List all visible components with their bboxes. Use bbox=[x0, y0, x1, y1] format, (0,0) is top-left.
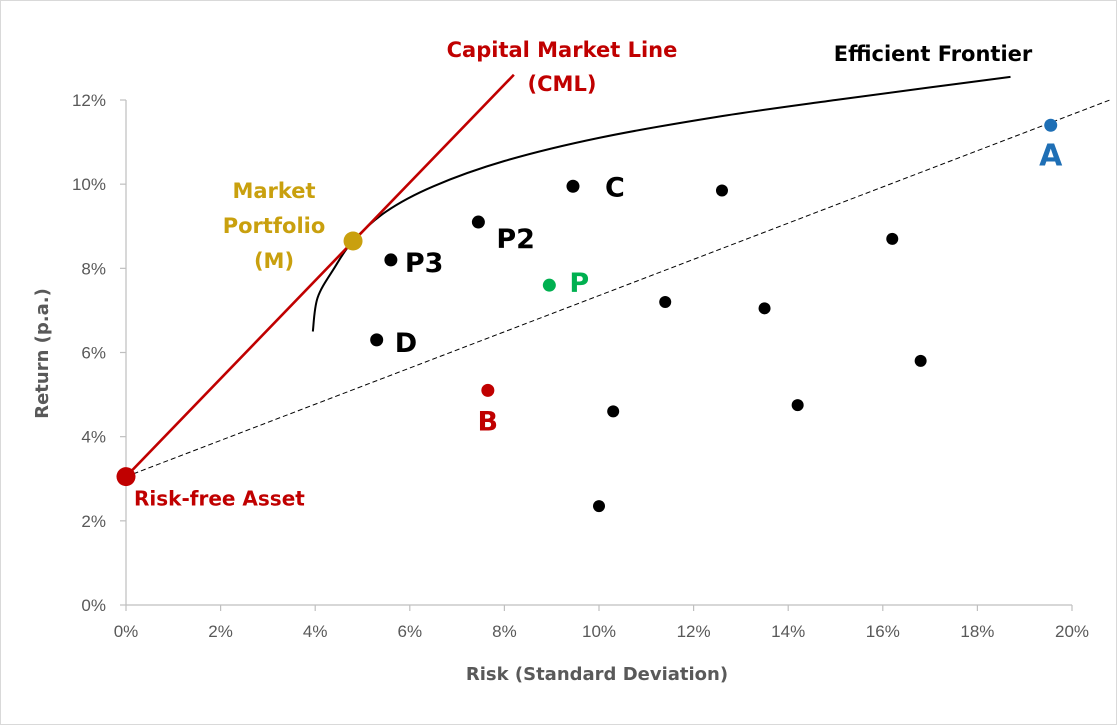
cml-label: (CML) bbox=[528, 72, 597, 96]
y-tick-label: 4% bbox=[81, 428, 106, 447]
market-portfolio-label: (M) bbox=[254, 249, 294, 273]
y-axis-title: Return (p.a.) bbox=[32, 288, 53, 419]
chart-lines bbox=[125, 73, 1111, 478]
x-tick-label: 12% bbox=[677, 622, 711, 641]
data-point bbox=[593, 500, 605, 513]
market-portfolio-label: Portfolio bbox=[223, 214, 326, 238]
x-tick-label: 16% bbox=[866, 622, 900, 641]
risk-free-asset-label: Risk-free Asset bbox=[134, 487, 305, 511]
efficient-frontier-line bbox=[311, 75, 1011, 332]
y-tick-label: 6% bbox=[81, 344, 106, 363]
dashed-line bbox=[125, 99, 1111, 478]
market-portfolio-label: Market bbox=[232, 179, 315, 203]
x-tick-label: 2% bbox=[208, 622, 233, 641]
x-tick-label: 8% bbox=[492, 622, 517, 641]
cml-label: Capital Market Line bbox=[447, 38, 678, 62]
point-a bbox=[1044, 118, 1058, 132]
label-p3: P3 bbox=[405, 248, 444, 279]
x-axis-title: Risk (Standard Deviation) bbox=[466, 664, 728, 685]
point-p2 bbox=[471, 215, 485, 229]
x-tick-label: 20% bbox=[1055, 622, 1089, 641]
label-p2: P2 bbox=[496, 224, 535, 255]
label-c: C bbox=[605, 172, 625, 203]
label-b: B bbox=[478, 406, 499, 437]
y-tick-label: 2% bbox=[81, 512, 106, 531]
data-point bbox=[886, 232, 899, 245]
data-point bbox=[659, 296, 672, 308]
chart-labels: C P2 P3 D P B A Risk-free Asset Market Portfolio (… bbox=[134, 38, 1063, 511]
point-d bbox=[370, 333, 384, 347]
cml-line bbox=[125, 73, 515, 478]
efficient-frontier-label: Efficient Frontier bbox=[834, 42, 1033, 66]
market-portfolio-point bbox=[343, 231, 363, 251]
point-c bbox=[566, 179, 580, 193]
point-b bbox=[481, 383, 495, 397]
x-tick-label: 0% bbox=[114, 622, 139, 641]
x-tick-label: 14% bbox=[771, 622, 805, 641]
y-tick-label: 0% bbox=[81, 596, 106, 615]
data-point bbox=[791, 399, 804, 412]
x-tick-label: 10% bbox=[582, 622, 616, 641]
x-tick-label: 18% bbox=[960, 622, 994, 641]
x-tick-label: 4% bbox=[303, 622, 328, 641]
point-p bbox=[542, 278, 556, 292]
label-a: A bbox=[1039, 138, 1063, 173]
data-point bbox=[607, 405, 620, 418]
data-point bbox=[758, 302, 771, 315]
y-tick-label: 8% bbox=[81, 259, 106, 278]
data-point bbox=[715, 184, 728, 197]
x-tick-label: 6% bbox=[398, 622, 423, 641]
data-point bbox=[914, 354, 927, 367]
axes: 0% 2% 4% 6% 8% 10% 12% 14% 16% 18% 20% 0% 2% 4% 6% 8% 10… bbox=[32, 91, 1089, 685]
chart-points bbox=[116, 118, 1058, 513]
point-p3 bbox=[384, 253, 398, 267]
risk-free-asset-point bbox=[116, 467, 136, 487]
label-p: P bbox=[569, 268, 589, 299]
y-tick-label: 10% bbox=[72, 175, 106, 194]
label-d: D bbox=[395, 328, 417, 359]
y-tick-label: 12% bbox=[72, 91, 106, 110]
